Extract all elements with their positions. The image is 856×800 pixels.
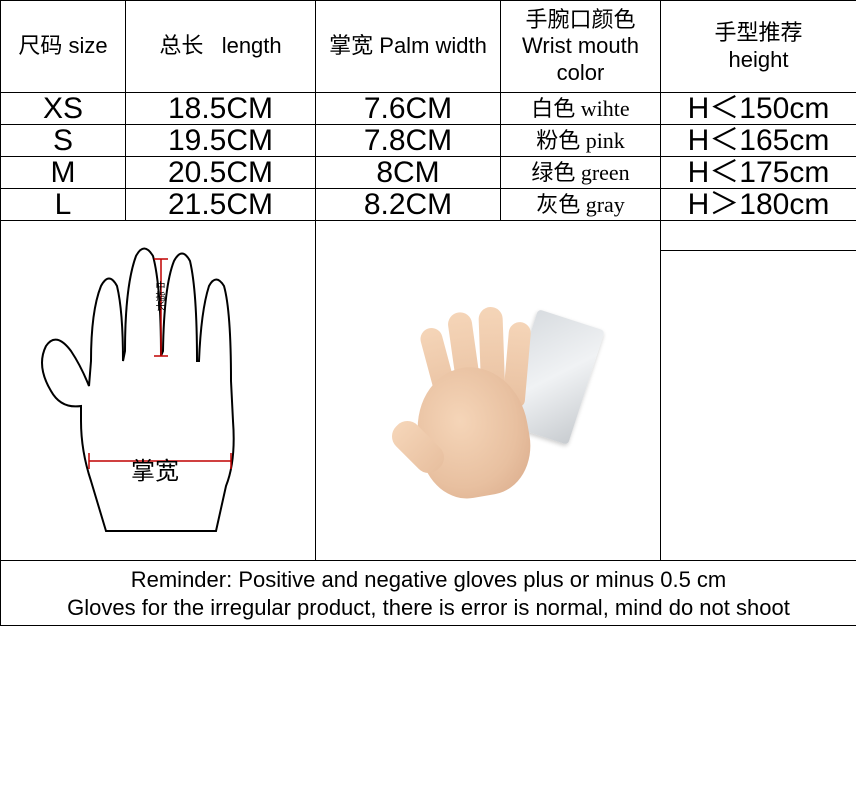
col-palm-en: Palm width [379, 33, 487, 58]
cell-size: XS [1, 93, 126, 125]
col-wrist-cn: 手腕口颜色 [503, 7, 658, 33]
reminder-row: Reminder: Positive and negative gloves p… [1, 561, 856, 626]
cell-length: 19.5CM [126, 125, 316, 157]
cell-height: H＜150cm [661, 93, 856, 125]
reminder-line2: Gloves for the irregular product, there … [3, 594, 854, 623]
col-size-en: size [69, 33, 108, 58]
hand-outline-cell: 掌宽 中指长 [1, 221, 316, 561]
col-length-cn: 总长 [159, 33, 203, 58]
header-row: 尺码 size 总长 length 掌宽 Palm width 手腕口颜色 Wr… [1, 1, 856, 93]
cell-height: H＜165cm [661, 125, 856, 157]
hand-photo-cell [316, 221, 661, 561]
cell-length: 20.5CM [126, 157, 316, 189]
size-chart-container: 尺码 size 总长 length 掌宽 Palm width 手腕口颜色 Wr… [0, 0, 856, 626]
cell-wrist: 绿色 green [501, 157, 661, 189]
reminder-cell: Reminder: Positive and negative gloves p… [1, 561, 856, 626]
cell-palm: 8.2CM [316, 189, 501, 221]
col-height: 手型推荐 height [661, 1, 856, 93]
table-row: XS 18.5CM 7.6CM 白色 wihte H＜150cm [1, 93, 856, 125]
col-palm-cn: 掌宽 [329, 33, 373, 58]
table-row: M 20.5CM 8CM 绿色 green H＜175cm [1, 157, 856, 189]
cell-palm: 7.6CM [316, 93, 501, 125]
palm-width-label: 掌宽 [131, 451, 179, 486]
size-table: 尺码 size 总长 length 掌宽 Palm width 手腕口颜色 Wr… [0, 0, 856, 626]
col-height-en: height [663, 47, 854, 73]
col-size: 尺码 size [1, 1, 126, 93]
col-palm: 掌宽 Palm width [316, 1, 501, 93]
cell-wrist: 白色 wihte [501, 93, 661, 125]
cell-height: H＞180cm [661, 189, 856, 221]
cell-palm: 7.8CM [316, 125, 501, 157]
cell-height: H＜175cm [661, 157, 856, 189]
cell-size: L [1, 189, 126, 221]
hand-photo-icon [398, 307, 578, 517]
col-wrist: 手腕口颜色 Wrist mouth color [501, 1, 661, 93]
cell-size: S [1, 125, 126, 157]
col-size-cn: 尺码 [18, 33, 62, 58]
cell-wrist: 灰色 gray [501, 189, 661, 221]
col-height-cn: 手型推荐 [663, 20, 854, 46]
cell-length: 21.5CM [126, 189, 316, 221]
table-row: L 21.5CM 8.2CM 灰色 gray H＞180cm [1, 189, 856, 221]
image-row: 掌宽 中指长 [1, 221, 856, 561]
finger-length-label: 中指长 [151, 281, 166, 311]
col-length: 总长 length [126, 1, 316, 93]
table-row: S 19.5CM 7.8CM 粉色 pink H＜165cm [1, 125, 856, 157]
hand-outline-icon [11, 231, 331, 551]
reminder-line1: Reminder: Positive and negative gloves p… [3, 566, 854, 595]
cell-size: M [1, 157, 126, 189]
cell-length: 18.5CM [126, 93, 316, 125]
col-length-en: length [222, 33, 282, 58]
cell-palm: 8CM [316, 157, 501, 189]
col-wrist-en: Wrist mouth color [503, 33, 658, 86]
cell-wrist: 粉色 pink [501, 125, 661, 157]
empty-cell [661, 221, 856, 561]
